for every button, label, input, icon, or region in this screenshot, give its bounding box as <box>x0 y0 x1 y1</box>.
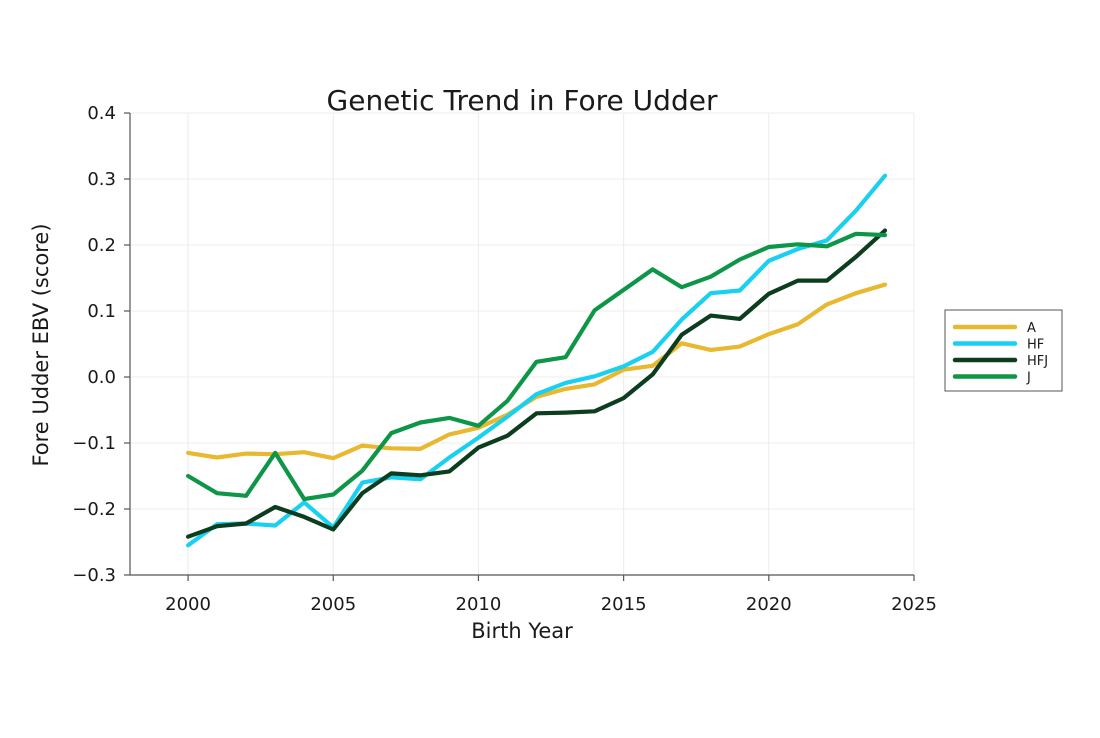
x-tick-label: 2025 <box>891 594 937 615</box>
series-line-hfj <box>186 228 888 539</box>
ticks: −0.3 −0.2 −0.1 0.0 0.1 0.2 0.3 0.4 2000 2005 2010 2… <box>72 103 937 615</box>
x-tick-label: 2000 <box>165 594 211 615</box>
y-tick-label: 0.2 <box>87 235 116 256</box>
series <box>186 173 888 548</box>
grid <box>130 112 915 575</box>
y-axis-label: Fore Udder EBV (score) <box>29 223 53 466</box>
legend-label-hf: HF <box>1027 338 1044 353</box>
legend-box <box>944 309 1063 392</box>
y-tick-label: 0.3 <box>87 169 116 190</box>
legend-label-j: J <box>1026 371 1031 386</box>
y-tick-label: −0.1 <box>72 433 116 454</box>
series-line-j <box>186 231 888 502</box>
y-tick-label: 0.1 <box>87 301 116 322</box>
y-tick-label: 0.0 <box>87 367 116 388</box>
chart-title: Genetic Trend in Fore Udder <box>327 84 718 117</box>
x-tick-label: 2010 <box>456 594 502 615</box>
series-line-hf <box>186 173 888 548</box>
axes <box>129 113 914 576</box>
y-tick-label: −0.2 <box>72 499 116 520</box>
y-tick-label: −0.3 <box>72 565 116 586</box>
x-tick-label: 2020 <box>746 594 792 615</box>
legend-label-hfj: HFJ <box>1027 354 1048 369</box>
y-tick-label: 0.4 <box>87 103 116 124</box>
x-tick-label: 2005 <box>310 594 356 615</box>
x-axis-label: Birth Year <box>471 619 573 643</box>
legend-label-a: A <box>1027 321 1036 336</box>
x-tick-label: 2015 <box>601 594 647 615</box>
